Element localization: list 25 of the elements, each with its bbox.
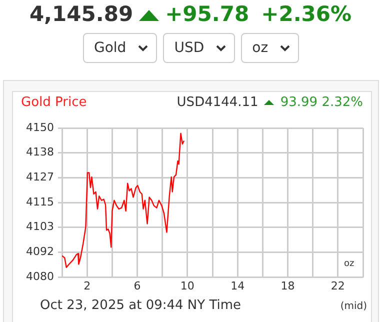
y-tick-label: 4127 — [26, 170, 54, 184]
y-tick-label: 4138 — [26, 146, 54, 159]
text: +95.78 — [165, 2, 250, 26]
text: (mid) — [340, 301, 367, 312]
annotation: oz — [344, 259, 354, 269]
text: +2.36% — [261, 2, 352, 26]
x-tick-label: 10 — [180, 279, 194, 292]
text: Oct 23, 2025 at 09:44 NY Time — [40, 298, 242, 313]
text: 4,145.89 — [29, 2, 134, 26]
text: USD — [174, 40, 204, 56]
x-tick-label: 2 — [84, 279, 91, 292]
chart-title: Gold Price — [21, 95, 87, 110]
text: Gold — [94, 40, 126, 56]
y-tick-label: 4103 — [26, 220, 54, 234]
x-tick-label: 14 — [230, 279, 245, 292]
y-tick-label: 4115 — [26, 195, 54, 208]
y-tick-label: 4150 — [26, 120, 54, 134]
text: oz — [252, 40, 268, 56]
x-tick-label: 6 — [134, 279, 141, 292]
chart-subtitle: USD4144.11 — [176, 95, 258, 110]
x-tick-label: 18 — [280, 279, 295, 292]
text: 93.99 2.32% — [280, 95, 363, 110]
y-tick-label: 4080 — [26, 270, 54, 283]
x-tick-label: 22 — [330, 279, 345, 292]
y-tick-label: 4092 — [26, 245, 54, 258]
